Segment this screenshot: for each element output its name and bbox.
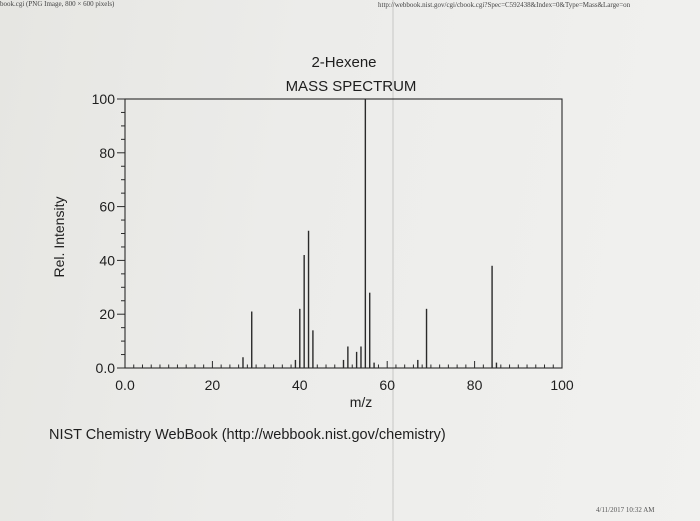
chart-title: 2-Hexene	[311, 54, 376, 71]
plot-frame	[124, 98, 563, 369]
nist-credit-line: NIST Chemistry WebBook (http://webbook.n…	[49, 427, 446, 443]
x-tick-label: 100	[550, 377, 574, 393]
chart-subtitle: MASS SPECTRUM	[286, 78, 417, 95]
y-tick-label: 100	[92, 91, 116, 107]
y-tick-label: 40	[99, 252, 115, 268]
y-tick-label: 0.0	[96, 360, 116, 376]
x-tick-label: 80	[467, 377, 483, 393]
page-url: http://webbook.nist.gov/cgi/cbook.cgi?Sp…	[378, 1, 631, 9]
y-tick-label: 80	[99, 145, 115, 161]
x-axis-label: m/z	[350, 394, 373, 410]
peaks-group	[242, 99, 498, 368]
y-tick-label: 60	[99, 199, 115, 215]
x-tick-label: 0.0	[115, 377, 135, 393]
x-tick-label: 60	[379, 377, 395, 393]
ticks-group: 0.0 20 40 60 80 100 0.0 20 40 60 80 100	[92, 91, 574, 393]
print-date: 4/11/2017 10:32 AM	[596, 506, 655, 514]
paper-fold	[392, 0, 394, 521]
x-tick-label: 20	[205, 377, 221, 393]
y-axis-label: Rel. Intensity	[51, 197, 67, 278]
x-tick-label: 40	[292, 377, 308, 393]
y-tick-label: 20	[99, 306, 115, 322]
browser-page-title: book.cgi (PNG Image, 800 × 600 pixels)	[0, 0, 115, 8]
plot-border	[124, 98, 563, 369]
